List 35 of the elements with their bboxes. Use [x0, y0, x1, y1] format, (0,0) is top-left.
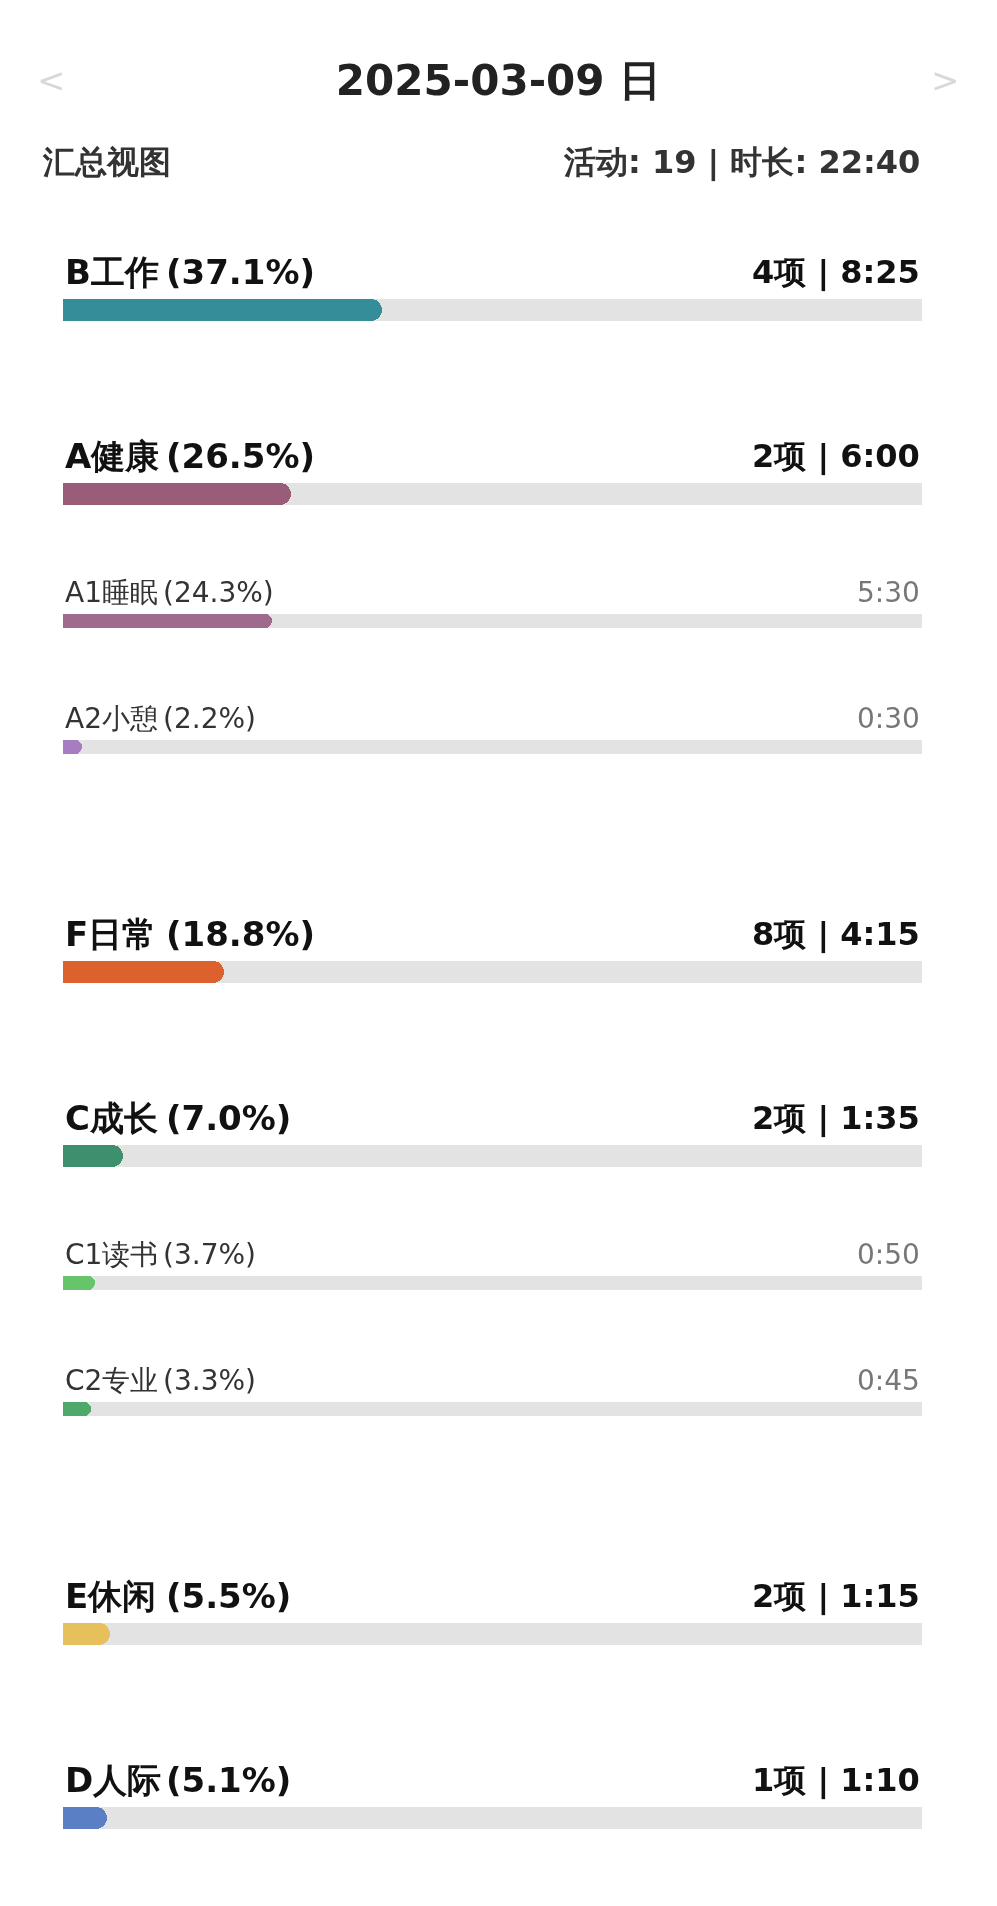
- data-label: (26.5%): [166, 436, 316, 476]
- y-tick-label: C2专业: [65, 1364, 159, 1397]
- data-label: (3.7%): [163, 1238, 256, 1271]
- annotation: 0:50: [857, 1238, 920, 1271]
- y-tick-label: B工作: [65, 252, 159, 292]
- annotation: 2项 | 1:35: [752, 1099, 920, 1138]
- annotation: 5:30: [857, 576, 920, 609]
- text: <: [37, 60, 66, 100]
- annotation: 0:30: [857, 702, 920, 735]
- data-label: (3.3%): [163, 1364, 256, 1397]
- chart-title: 2025-03-09 日: [335, 55, 662, 105]
- annotation: 2项 | 6:00: [752, 437, 920, 476]
- y-tick-label: A1睡眠: [65, 576, 158, 609]
- data-label: (5.5%): [166, 1576, 292, 1616]
- data-label: (18.8%): [166, 914, 316, 954]
- data-label: (24.3%): [163, 576, 274, 609]
- data-label: (2.2%): [163, 702, 256, 735]
- y-tick-label: C成长: [65, 1098, 158, 1138]
- y-tick-label: F日常: [65, 914, 157, 954]
- data-label: (37.1%): [166, 252, 316, 292]
- annotation: 2项 | 1:15: [752, 1577, 920, 1616]
- annotation: 4项 | 8:25: [752, 253, 920, 292]
- annotation: 8项 | 4:15: [752, 915, 920, 954]
- y-tick-label: A2小憩: [65, 702, 158, 735]
- text: 活动: 19 | 时长: 22:40: [563, 143, 921, 182]
- y-tick-label: E休闲: [65, 1576, 157, 1616]
- text: >: [931, 60, 960, 100]
- y-tick-label: A健康: [65, 436, 160, 476]
- y-tick-label: D人际: [65, 1760, 162, 1800]
- chart-subtitle: 汇总视图: [42, 143, 171, 181]
- annotation: 1项 | 1:10: [752, 1761, 920, 1800]
- data-label: (5.1%): [166, 1760, 292, 1800]
- annotation: 0:45: [857, 1364, 920, 1397]
- y-tick-label: C1读书: [65, 1238, 159, 1271]
- data-label: (7.0%): [166, 1098, 292, 1138]
